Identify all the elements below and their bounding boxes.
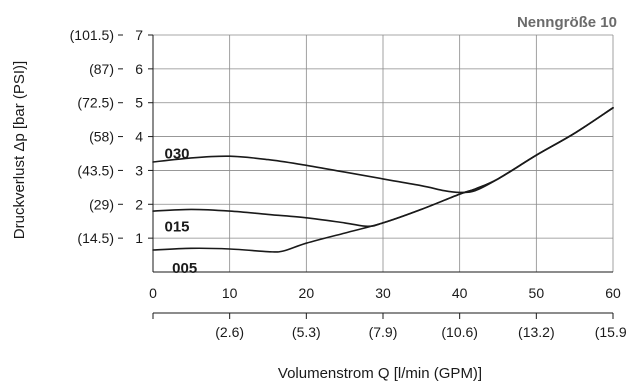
x-tick-label: 0 [149, 285, 157, 301]
x-tick-label: 60 [605, 285, 621, 301]
y-tick-label: 1 [135, 230, 143, 246]
y-tick-label-secondary: (101.5) [70, 27, 114, 43]
series-label-015: 015 [165, 218, 190, 235]
y-axis-ticks: 1 (14.5) 2 (29) 3 (43.5) 4 (58) 5 (72.5) 6 (87) 7 (10… [70, 27, 153, 246]
y-tick-label-secondary: (58) [89, 129, 114, 145]
x-axis-label: Volumenstrom Q [l/min (GPM)] [278, 365, 482, 382]
y-tick-label: 2 [135, 196, 143, 212]
y-tick-label: 3 [135, 162, 143, 178]
y-axis-label: Druckverlust Δp [bar (PSI)] [11, 61, 28, 239]
y-tick-label-secondary: (29) [89, 196, 114, 212]
y-tick-label: 7 [135, 27, 143, 43]
y-tick-label-secondary: (14.5) [77, 230, 114, 246]
x-axis-ticks: 0 10 20 30 40 50 60 (2.6) (5.3) (7.9) (10.6) (13.2)… [149, 285, 626, 340]
y-tick-label: 4 [135, 129, 143, 145]
series-label-030: 030 [165, 146, 190, 163]
y-tick-label: 6 [135, 61, 143, 77]
y-tick-label-secondary: (87) [89, 61, 114, 77]
x-tick-label-secondary: (7.9) [369, 324, 398, 340]
chart-title: Nenngröße 10 [517, 14, 617, 31]
series-line-005 [152, 107, 614, 253]
x-tick-label-secondary: (13.2) [518, 324, 555, 340]
x-tick-label: 20 [299, 285, 315, 301]
x-tick-label-secondary: (5.3) [292, 324, 321, 340]
horizontal-gridlines [153, 34, 613, 239]
x-tick-label: 50 [529, 285, 545, 301]
x-tick-label-secondary: (15.9) [595, 324, 626, 340]
y-tick-label-secondary: (72.5) [77, 95, 114, 111]
x-tick-label: 30 [375, 285, 391, 301]
vertical-gridlines [229, 35, 614, 272]
series-label-005: 005 [172, 260, 197, 277]
x-tick-label-secondary: (2.6) [215, 324, 244, 340]
y-tick-label: 5 [135, 95, 143, 111]
series-curves [152, 107, 614, 253]
series-labels: 030 015 005 [165, 146, 198, 277]
x-tick-label: 40 [452, 285, 468, 301]
y-tick-label-secondary: (43.5) [77, 162, 114, 178]
x-tick-label-secondary: (10.6) [441, 324, 478, 340]
x-tick-label: 10 [222, 285, 238, 301]
